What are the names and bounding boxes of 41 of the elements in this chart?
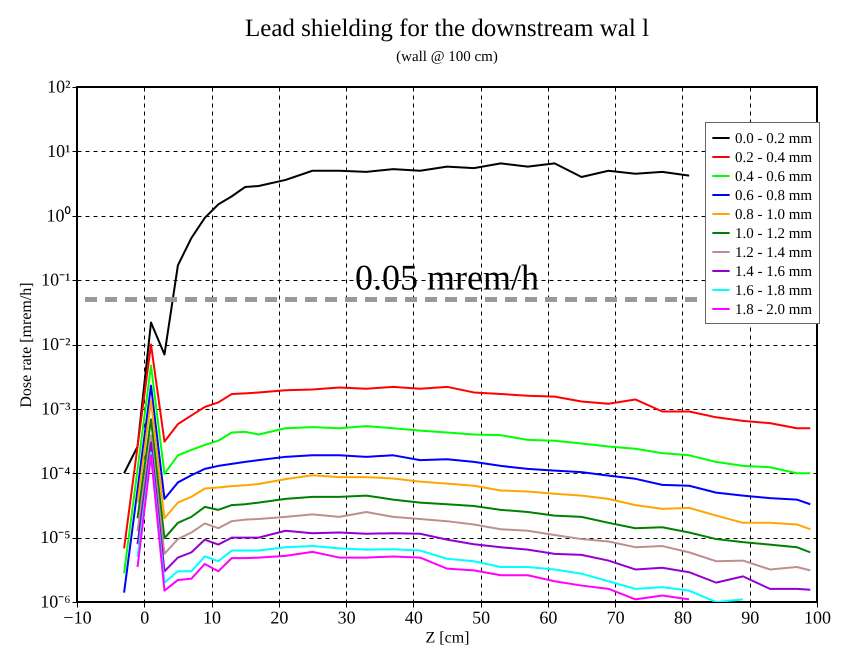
line-series	[136, 442, 812, 591]
legend-label: 1.8 - 2.0 mm	[735, 302, 812, 318]
x-axis-title: Z [cm]	[426, 630, 470, 646]
legend-label: 0.8 - 1.0 mm	[735, 207, 812, 223]
line-series	[136, 434, 812, 572]
line-series	[123, 384, 812, 594]
y-tick-label: 10²	[47, 76, 70, 96]
legend-label: 0.4 - 0.6 mm	[735, 169, 812, 185]
ref-line-label: 0.05 mrem/h	[355, 258, 539, 298]
x-tick-label: 40	[404, 608, 423, 628]
x-tick-label: 30	[338, 608, 356, 628]
y-tick-label: 10⁻⁵	[40, 527, 70, 548]
y-tick-label: 10⁻⁴	[40, 462, 70, 483]
legend-label: 0.2 - 0.4 mm	[735, 150, 812, 166]
x-tick-label: 100	[804, 608, 831, 628]
line-series	[136, 399, 812, 530]
x-tick-label: 50	[472, 608, 490, 628]
legend-label: 1.6 - 1.8 mm	[735, 283, 812, 299]
legend-label: 1.0 - 1.2 mm	[735, 226, 812, 242]
x-tick-label: 80	[674, 608, 692, 628]
legend-label: 1.2 - 1.4 mm	[735, 245, 812, 261]
y-tick-label: 10⁰	[46, 205, 70, 226]
y-tick-label: 10¹	[47, 140, 70, 161]
x-tick-label: 20	[270, 608, 288, 628]
x-tick-label: 60	[539, 608, 558, 628]
x-tick-label: 10	[203, 608, 222, 628]
y-tick-label: 10⁻²	[41, 334, 70, 354]
y-tick-label: 10⁻³	[41, 398, 72, 418]
chart-subtitle: (wall @ 100 cm)	[396, 49, 498, 65]
x-tick-label: 90	[741, 608, 760, 628]
line-series	[123, 364, 812, 574]
line-series	[136, 418, 812, 554]
x-tick-label: 0	[140, 608, 150, 628]
line-series	[123, 344, 812, 550]
chart-title: Lead shielding for the downstream wal l	[244, 15, 650, 42]
legend-label: 0.6 - 0.8 mm	[735, 188, 812, 204]
y-axis-title: Dose rate [mrem/h]	[18, 282, 36, 408]
x-tick-label: 70	[606, 608, 625, 628]
legend-label: 0.0 - 0.2 mm	[735, 131, 812, 147]
y-tick-label: 10⁻¹	[41, 270, 70, 290]
legend-label: 1.4 - 1.6 mm	[735, 264, 812, 280]
